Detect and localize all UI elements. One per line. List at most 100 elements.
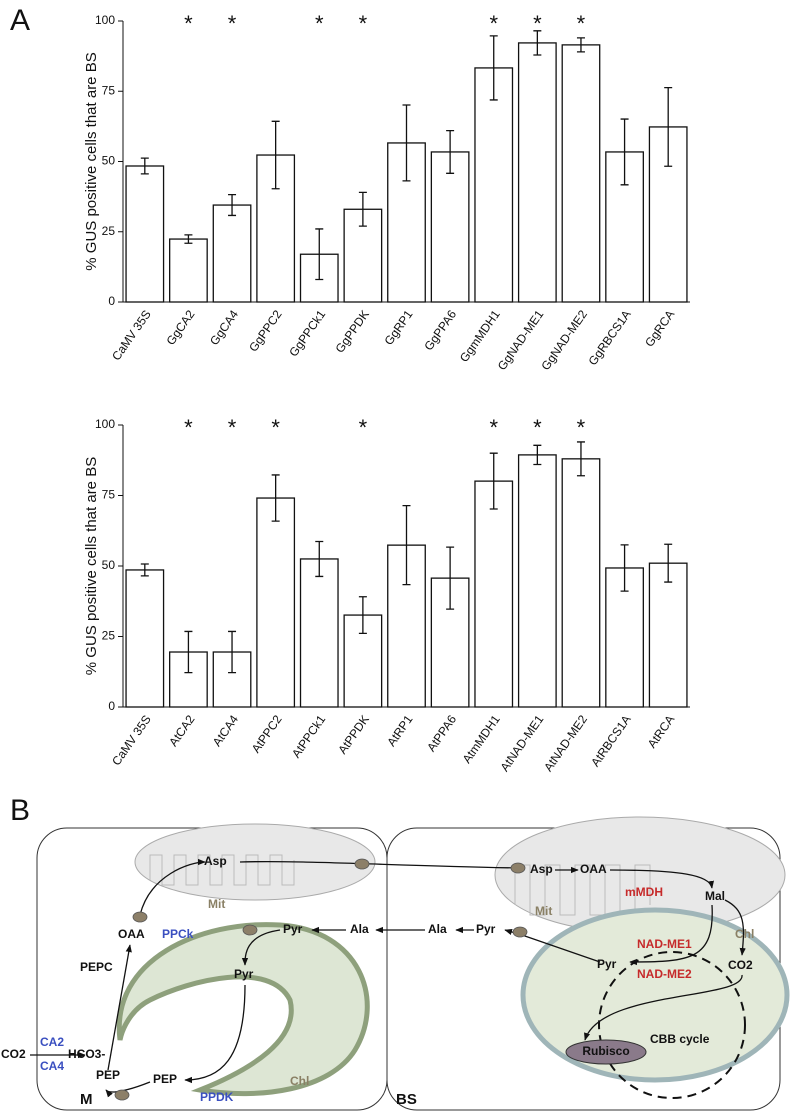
label: Ala [428, 922, 447, 936]
x-tick-label: CaMV 35S [109, 308, 154, 364]
x-tick-label: AtPPA6 [424, 712, 459, 754]
significance: * [489, 11, 498, 36]
y-tick-label: 25 [102, 224, 116, 238]
label: HCO3- [68, 1047, 105, 1061]
error-bar [620, 544, 629, 592]
label: Mit [208, 897, 225, 911]
label: CBB cycle [650, 1032, 710, 1046]
label: OAA [580, 862, 607, 876]
label: CA2 [40, 1035, 64, 1049]
cristae [149, 854, 295, 886]
x-tick-label: AtCA2 [166, 712, 198, 749]
error-bar [184, 234, 193, 244]
error-bar [271, 474, 280, 522]
error-bar [358, 596, 367, 635]
x-tick-label: AtPPC2 [249, 712, 285, 755]
significance: * [228, 11, 237, 36]
error-bar [446, 129, 455, 174]
significance: * [271, 415, 280, 440]
transporter [510, 862, 526, 874]
label: Pyr [283, 922, 303, 936]
x-tick-label: GgCA2 [163, 307, 197, 348]
label: Chl [735, 927, 754, 941]
rubisco [565, 1039, 647, 1065]
x-tick-label: AtPPCk1 [289, 712, 329, 760]
bar [125, 569, 165, 708]
x-tick-label: AtRP1 [384, 712, 416, 749]
cbb-cycle [598, 951, 746, 1099]
bar [169, 238, 208, 303]
label: Pyr [597, 957, 617, 971]
label: Pyr [476, 922, 496, 936]
error-bar [620, 118, 629, 186]
panel-letter: A [10, 4, 30, 37]
bar [299, 558, 339, 708]
arrow [584, 974, 743, 1041]
label: PEP [153, 1072, 177, 1086]
significance: * [359, 415, 368, 440]
x-tick-label: GgPPA6 [421, 307, 459, 353]
x-tick-label: AtRBCS1A [588, 713, 634, 770]
bar [125, 165, 165, 303]
bar [561, 458, 601, 708]
x-tick-label: GgmMDH1 [457, 307, 503, 364]
label: Asp [204, 854, 227, 868]
y-tick-label: 100 [95, 417, 115, 431]
label: Chl [290, 1074, 309, 1088]
y-tick-label: 75 [102, 488, 116, 502]
error-bar [489, 35, 498, 101]
label: CO2 [728, 958, 753, 972]
bar [256, 497, 296, 708]
x-tick-label: GgRP1 [382, 307, 416, 348]
x-tick-label: GgNAD-ME2 [538, 307, 590, 373]
label: PEP [96, 1068, 120, 1082]
x-tick-label: GgRCA [642, 308, 677, 350]
significance: * [359, 11, 368, 36]
label: NAD-ME1 [637, 937, 692, 951]
error-bar [576, 441, 585, 477]
transporter [132, 911, 148, 923]
bar [648, 562, 688, 708]
error-bar [533, 444, 542, 466]
y-tick-label: 100 [95, 13, 115, 27]
error-bar [228, 630, 237, 674]
error-bar [140, 157, 149, 175]
significance: * [184, 415, 193, 440]
transporter [114, 1089, 130, 1101]
significance: * [577, 11, 586, 36]
error-bar [402, 505, 411, 586]
significance: * [228, 415, 237, 440]
x-tick-label: GgPPDK [333, 308, 372, 356]
label: mMDH [625, 885, 663, 899]
arrow [241, 929, 281, 966]
significance: * [315, 11, 324, 36]
y-tick-label: 0 [108, 294, 115, 308]
label: Ala [350, 922, 369, 936]
error-bar [228, 194, 237, 217]
y-tick-label: 0 [108, 699, 115, 713]
error-bar [402, 104, 411, 182]
bar [212, 204, 252, 303]
arrow [107, 944, 132, 1071]
significance: * [533, 415, 542, 440]
x-tick-label: AtmMDH1 [460, 712, 503, 766]
arrow [724, 899, 746, 956]
chloroplast [116, 922, 370, 1097]
error-bar [140, 563, 149, 577]
label: M [80, 1091, 93, 1108]
label: Mal [705, 889, 725, 903]
error-bar [489, 452, 498, 510]
bar [474, 480, 514, 708]
arrow [105, 1081, 151, 1098]
arrow [629, 904, 713, 966]
arrow [609, 869, 714, 889]
significance: * [533, 11, 542, 36]
label: Rubisco [582, 1044, 629, 1058]
y-tick-label: 75 [102, 83, 116, 97]
significance: * [184, 11, 193, 36]
significance: * [489, 415, 498, 440]
y-axis-label: % GUS positive cells that are BS [83, 52, 100, 270]
error-bar [533, 30, 542, 56]
transporter [512, 926, 528, 938]
